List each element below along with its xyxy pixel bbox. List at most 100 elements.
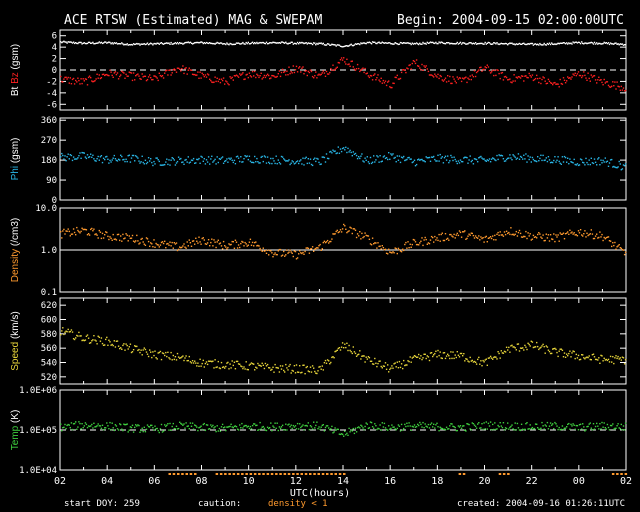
data-point: [396, 252, 398, 255]
data-point: [155, 428, 157, 430]
data-point: [330, 150, 332, 153]
data-point: [624, 251, 627, 253]
data-point: [435, 75, 437, 77]
data-point: [186, 241, 188, 243]
data-point: [220, 361, 223, 364]
start-doy: start DOY: 259: [64, 499, 140, 509]
data-point: [444, 428, 447, 431]
data-point: [346, 45, 348, 47]
data-point: [62, 427, 64, 429]
data-point: [264, 429, 267, 431]
data-point: [292, 161, 294, 163]
data-point: [102, 73, 105, 75]
data-point: [492, 157, 494, 159]
data-point: [68, 41, 70, 43]
data-point: [273, 426, 275, 429]
data-point: [101, 424, 104, 426]
data-point: [125, 343, 127, 345]
data-point: [351, 232, 353, 235]
data-point: [130, 72, 133, 74]
data-point: [97, 423, 99, 425]
data-point: [201, 156, 203, 158]
data-point: [501, 426, 504, 429]
data-point: [313, 367, 315, 369]
data-point: [311, 43, 314, 46]
data-point: [466, 423, 468, 425]
data-point: [293, 42, 296, 45]
data-point: [196, 426, 198, 428]
data-point: [436, 76, 438, 78]
data-point: [231, 76, 233, 79]
data-point: [511, 81, 513, 84]
data-point: [166, 42, 168, 44]
data-point: [143, 43, 145, 45]
data-point: [593, 75, 596, 77]
data-point: [569, 42, 571, 45]
data-point: [379, 155, 381, 157]
data-point: [395, 42, 397, 45]
data-point: [174, 243, 177, 245]
data-point: [310, 371, 313, 373]
data-point: [605, 428, 607, 430]
x-tick-label: 00: [573, 476, 585, 487]
data-point: [462, 425, 464, 427]
data-point: [88, 156, 91, 158]
data-point: [307, 70, 309, 73]
data-point: [220, 42, 223, 44]
data-point: [393, 157, 395, 159]
data-point: [415, 243, 418, 246]
data-point: [242, 367, 244, 370]
data-point: [612, 43, 614, 45]
data-point: [559, 42, 561, 44]
data-point: [123, 158, 125, 161]
data-point: [338, 44, 341, 46]
data-point: [507, 232, 509, 235]
data-point: [463, 425, 465, 427]
data-point: [589, 42, 591, 44]
caution-mark: [620, 473, 623, 475]
y-axis-label-part: Speed: [10, 342, 21, 371]
data-point: [120, 43, 122, 45]
data-point: [502, 235, 505, 237]
data-point: [326, 239, 329, 242]
data-point: [251, 424, 254, 427]
data-point: [371, 79, 374, 81]
data-point: [309, 425, 312, 427]
data-point: [413, 42, 416, 45]
data-point: [187, 425, 189, 427]
data-point: [508, 231, 510, 234]
data-point: [485, 160, 487, 162]
data-point: [217, 239, 219, 241]
data-point: [594, 79, 597, 81]
data-point: [264, 362, 267, 365]
data-point: [304, 157, 306, 160]
caution-mark: [616, 473, 619, 475]
data-point: [478, 235, 480, 237]
data-point: [157, 429, 159, 432]
data-point: [281, 365, 284, 367]
data-point: [183, 72, 185, 75]
data-point: [109, 69, 111, 71]
data-point: [456, 232, 458, 235]
data-point: [499, 422, 501, 424]
data-point: [138, 75, 140, 77]
data-point: [112, 233, 114, 236]
data-point: [389, 368, 391, 371]
data-point: [326, 359, 329, 361]
data-point: [588, 77, 590, 80]
data-point: [308, 71, 311, 74]
data-point: [510, 81, 512, 83]
data-point: [486, 241, 488, 243]
data-point: [139, 44, 141, 46]
caution-mark: [262, 473, 265, 475]
data-point: [417, 243, 419, 246]
data-point: [151, 356, 153, 359]
data-point: [213, 239, 215, 241]
data-point: [581, 41, 583, 43]
data-point: [531, 156, 534, 159]
data-point: [482, 428, 484, 431]
data-point: [174, 356, 177, 358]
data-point: [240, 427, 242, 429]
y-tick-label: 580: [41, 330, 57, 340]
data-point: [306, 365, 308, 368]
